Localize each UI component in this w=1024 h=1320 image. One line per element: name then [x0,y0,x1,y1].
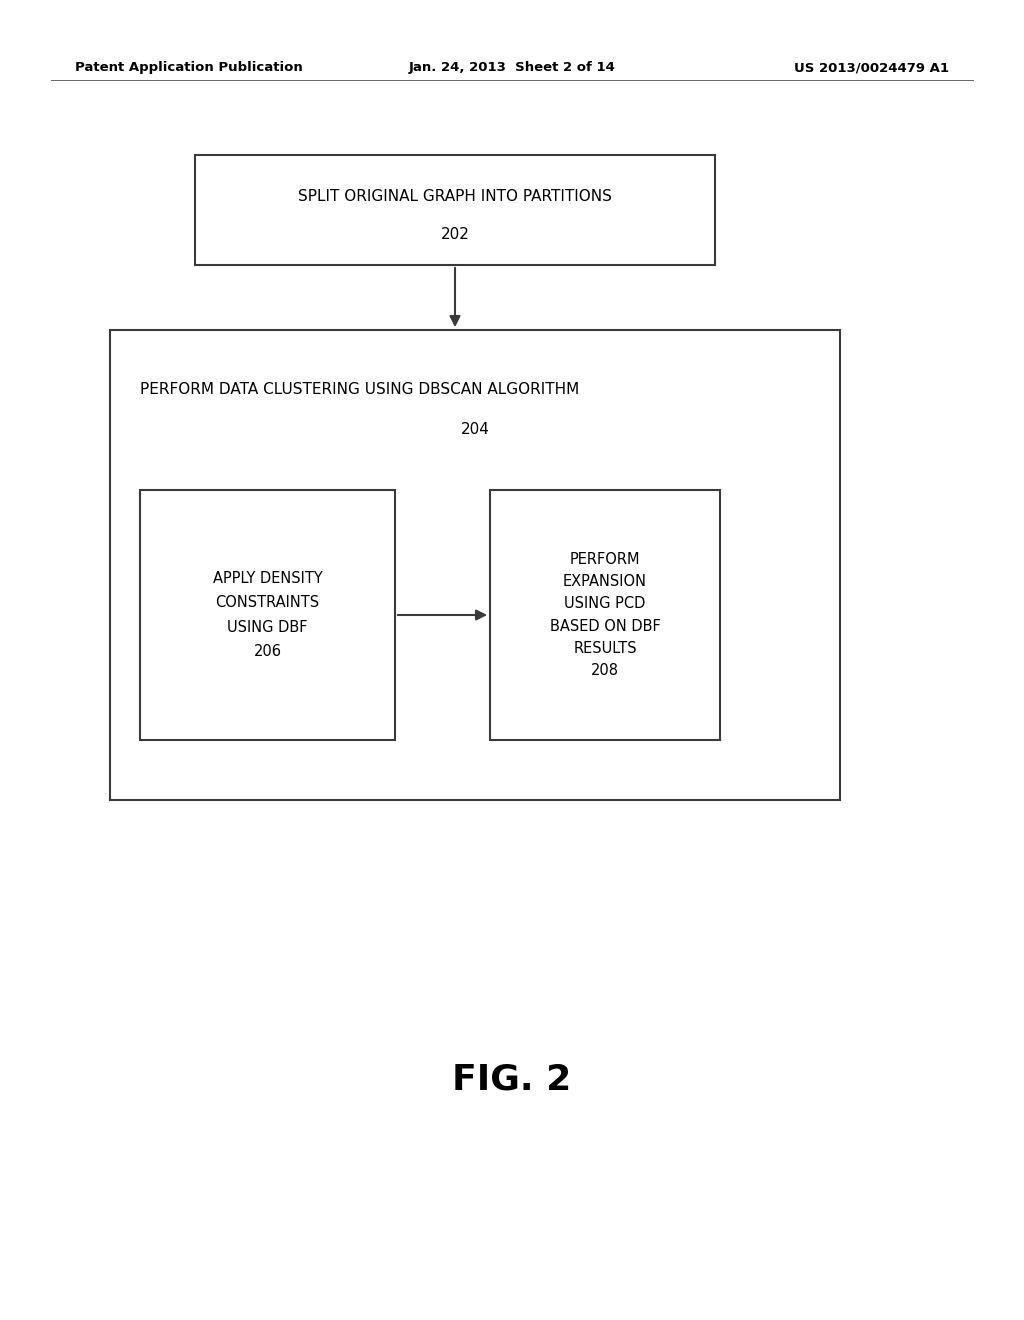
Text: Patent Application Publication: Patent Application Publication [75,62,303,74]
Text: PERFORM
EXPANSION
USING PCD
BASED ON DBF
RESULTS
208: PERFORM EXPANSION USING PCD BASED ON DBF… [550,552,660,678]
Bar [110,330,840,800]
Text: FIG. 2: FIG. 2 [453,1063,571,1097]
Text: APPLY DENSITY
CONSTRAINTS
USING DBF
206: APPLY DENSITY CONSTRAINTS USING DBF 206 [213,570,323,660]
Text: 202: 202 [440,227,469,242]
Bar [490,490,720,741]
Bar [195,154,715,265]
Text: PERFORM DATA CLUSTERING USING DBSCAN ALGORITHM: PERFORM DATA CLUSTERING USING DBSCAN ALG… [140,383,580,397]
Text: 204: 204 [461,422,489,437]
Text: SPLIT ORIGINAL GRAPH INTO PARTITIONS: SPLIT ORIGINAL GRAPH INTO PARTITIONS [298,189,612,205]
Text: Jan. 24, 2013  Sheet 2 of 14: Jan. 24, 2013 Sheet 2 of 14 [409,62,615,74]
Bar [140,490,395,741]
Text: US 2013/0024479 A1: US 2013/0024479 A1 [794,62,949,74]
